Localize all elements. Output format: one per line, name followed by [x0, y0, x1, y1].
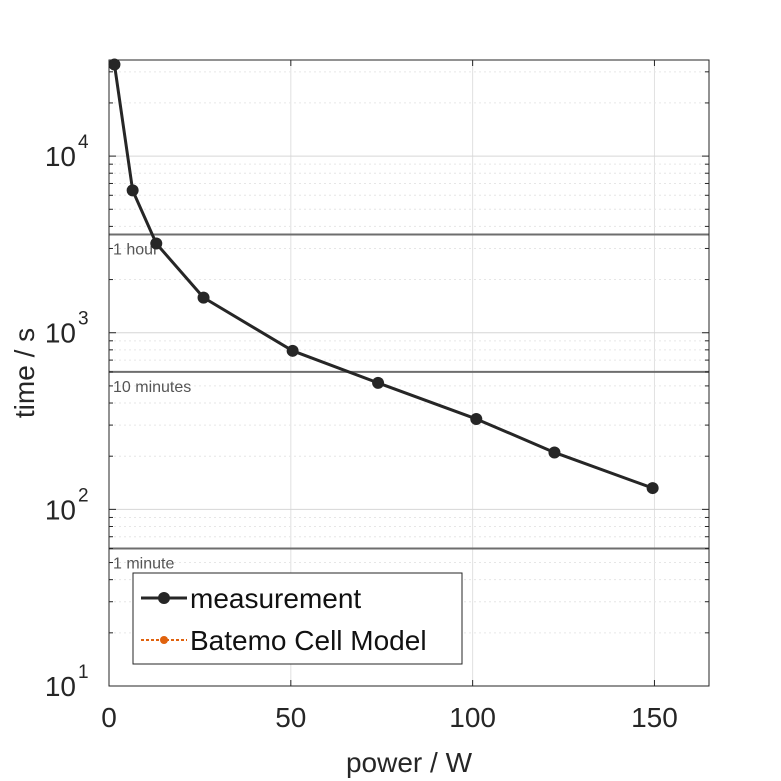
y-tick-label-exponent: 4 [78, 132, 89, 153]
data-point [150, 237, 163, 250]
x-tick-label: 150 [631, 702, 678, 733]
legend-entry-batemo-cell-model: Batemo Cell Model [141, 625, 427, 656]
legend-box [132, 572, 463, 665]
data-point [197, 291, 210, 304]
y-tick-label-exponent: 1 [78, 662, 89, 683]
y-tick-label: 10 2 [45, 485, 89, 525]
y-tick-label: 10 4 [45, 132, 89, 172]
x-tick-label: 50 [275, 702, 306, 733]
tick-marks [108, 60, 709, 687]
y-tick-label-base: 10 [45, 318, 76, 349]
data-point [548, 446, 561, 459]
y-tick-label-exponent: 3 [78, 309, 89, 330]
y-tick-label-base: 10 [45, 141, 76, 172]
legend-label-measurement: measurement [190, 583, 361, 614]
plot-frame [108, 59, 710, 687]
legend: measurement Batemo Cell Model [132, 572, 463, 665]
x-tick-label: 0 [101, 702, 117, 733]
grid [109, 60, 709, 686]
reference-lines: 1 hour 10 minutes 1 minute [109, 233, 709, 573]
y-tick-label: 10 1 [45, 662, 89, 702]
data-point [646, 482, 659, 495]
x-tick-label: 100 [449, 702, 496, 733]
data-point [372, 376, 385, 389]
series [108, 58, 659, 495]
x-axis-label: power / W [346, 747, 473, 778]
legend-marker-measurement [158, 592, 170, 604]
reference-line-label: 1 minute [113, 556, 174, 573]
y-tick-label-base: 10 [45, 671, 76, 702]
legend-entry-measurement: measurement [141, 583, 361, 614]
reference-line-label: 10 minutes [113, 379, 191, 396]
data-point [470, 412, 483, 425]
data-point [126, 184, 139, 197]
data-point [108, 58, 121, 71]
y-axis-label: time / s [9, 328, 40, 418]
data-point [286, 344, 299, 357]
y-tick-label-exponent: 2 [78, 485, 89, 506]
legend-marker-batemo-cell-model [160, 636, 168, 644]
x-tick-labels: 0 50 100 150 [101, 702, 678, 733]
legend-label-batemo-cell-model: Batemo Cell Model [190, 625, 427, 656]
reference-line-label: 1 hour [113, 241, 159, 258]
y-tick-label: 10 3 [45, 309, 89, 349]
y-tick-label-base: 10 [45, 494, 76, 525]
